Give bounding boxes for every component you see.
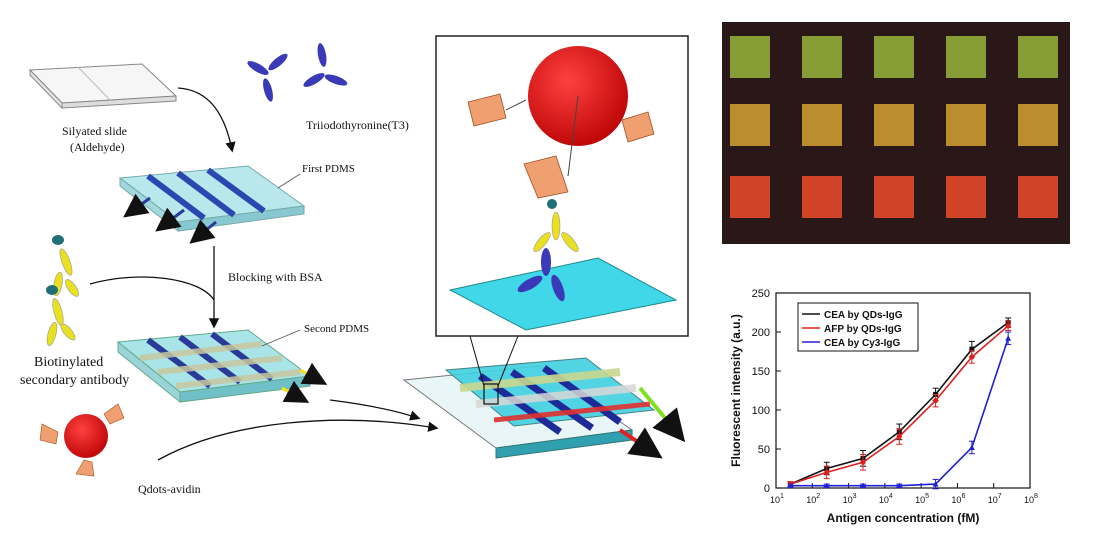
qdot-avidin-icon xyxy=(39,403,125,477)
x-tick-label: 106 xyxy=(951,493,965,505)
x-tick-label: 101 xyxy=(770,493,784,505)
data-point xyxy=(932,481,939,487)
x-tick-label: 105 xyxy=(915,493,929,505)
fluorescence-array-image xyxy=(722,22,1070,244)
array-spot xyxy=(1018,104,1058,146)
data-point xyxy=(787,482,794,489)
y-tick-label: 150 xyxy=(752,366,770,378)
y-tick-label: 250 xyxy=(752,288,770,300)
x-tick-label: 103 xyxy=(843,493,857,505)
x-tick-exponent: 8 xyxy=(1034,493,1038,500)
second-pdms-chip xyxy=(116,329,328,404)
array-spot xyxy=(802,36,842,78)
x-tick-exponent: 4 xyxy=(889,493,893,500)
x-tick-label: 107 xyxy=(988,493,1002,505)
array-spot xyxy=(1018,176,1058,218)
flow-arrow xyxy=(329,399,421,421)
array-spot xyxy=(946,104,986,146)
label-biotinylated-1: Biotinylated xyxy=(34,355,104,370)
array-spot xyxy=(874,36,914,78)
array-spot xyxy=(1018,36,1058,78)
label-biotinylated-2: secondary antibody xyxy=(20,373,130,388)
flow-arrow xyxy=(177,87,236,153)
x-tick-exponent: 2 xyxy=(816,493,820,500)
y-tick-label: 100 xyxy=(752,405,770,417)
x-tick-exponent: 6 xyxy=(961,493,965,500)
y-tick-label: 200 xyxy=(752,327,770,339)
array-spot xyxy=(874,176,914,218)
array-spot xyxy=(802,104,842,146)
label-blocking: Blocking with BSA xyxy=(228,270,323,284)
data-point xyxy=(932,398,939,404)
data-point xyxy=(824,469,830,475)
flow-arrow xyxy=(89,276,215,301)
silyated-slide-icon xyxy=(28,63,178,110)
legend-entry: AFP by QDs-IgG xyxy=(824,324,902,335)
label-t3: Triiodothyronine(T3) xyxy=(306,118,409,132)
legend-entry: CEA by QDs-IgG xyxy=(824,310,903,321)
x-tick-exponent: 3 xyxy=(853,493,857,500)
data-point xyxy=(969,346,975,352)
data-point xyxy=(823,482,830,489)
data-point xyxy=(1005,335,1012,341)
data-point xyxy=(860,482,867,489)
series-line xyxy=(790,337,1009,487)
label-silyated-slide: Silyated slide xyxy=(62,124,127,138)
flow-arrow xyxy=(157,419,439,461)
array-spot xyxy=(730,104,770,146)
array-spot xyxy=(874,104,914,146)
antibody-icon xyxy=(46,285,76,346)
y-tick-label: 0 xyxy=(764,483,770,495)
data-point xyxy=(968,444,975,450)
data-point xyxy=(860,459,866,465)
x-tick-exponent: 1 xyxy=(780,493,784,500)
array-spot xyxy=(730,176,770,218)
zoom-callout xyxy=(435,35,689,337)
t3-molecule-icon xyxy=(303,43,348,87)
array-spot xyxy=(946,36,986,78)
array-spot xyxy=(730,36,770,78)
data-point xyxy=(896,433,902,440)
final-chip xyxy=(402,357,686,459)
array-spot xyxy=(802,176,842,218)
x-tick-label: 104 xyxy=(879,493,893,505)
y-axis-label: Fluorescent intensity (a.u.) xyxy=(729,314,743,467)
data-point xyxy=(969,354,975,360)
label-second-pdms: Second PDMS xyxy=(304,323,370,335)
y-tick-label: 50 xyxy=(758,444,770,456)
data-point xyxy=(896,482,903,489)
legend-entry: CEA by Cy3-IgG xyxy=(824,338,901,349)
label-aldehyde: (Aldehyde) xyxy=(70,140,125,154)
label-qdots-avidin: Qdots-avidin xyxy=(138,482,201,496)
data-point xyxy=(1005,323,1011,329)
antibody-icon xyxy=(52,235,79,297)
x-axis-label: Antigen concentration (fM) xyxy=(827,511,980,525)
x-tick-label: 108 xyxy=(1024,493,1038,505)
x-tick-label: 102 xyxy=(806,493,820,505)
plot-frame xyxy=(775,292,1031,489)
label-first-pdms: First PDMS xyxy=(302,163,355,175)
x-tick-exponent: 5 xyxy=(925,493,929,500)
t3-molecule-icon xyxy=(247,53,288,102)
array-spot xyxy=(946,176,986,218)
x-tick-exponent: 7 xyxy=(998,493,1002,500)
first-pdms-chip xyxy=(118,165,306,244)
legend-box xyxy=(797,302,919,352)
